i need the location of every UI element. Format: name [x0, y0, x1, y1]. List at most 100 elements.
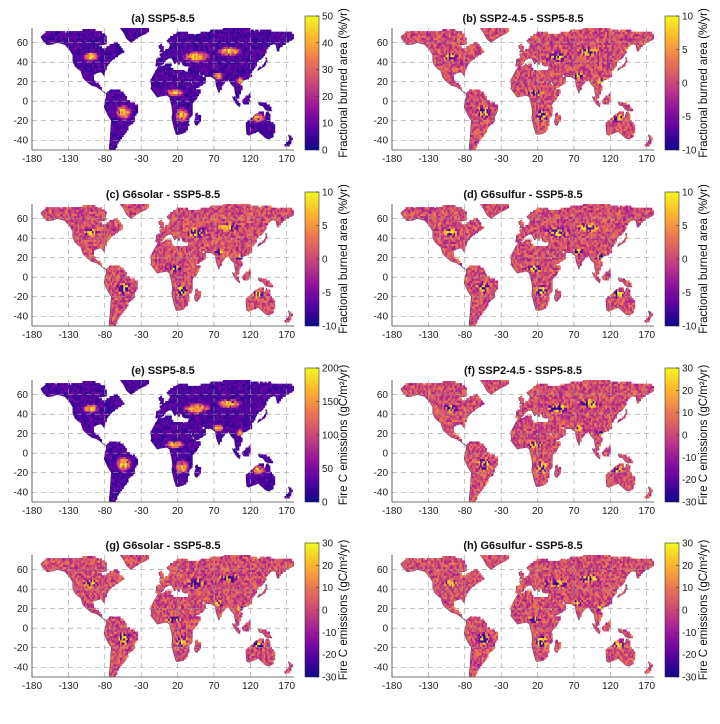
colorbar-tick-label: 30 [322, 65, 334, 76]
x-tick-label: -180 [22, 154, 42, 165]
colorbar-tick-label: 10 [682, 583, 694, 594]
y-tick-label: 60 [17, 390, 29, 401]
x-tick-label: -180 [382, 330, 402, 341]
x-tick-label: 70 [568, 681, 580, 692]
panel-title: (f) SSP2-4.5 - SSP5-8.5 [464, 365, 582, 377]
colorbar-label: Fractional burned area (%/yr) [698, 8, 710, 158]
y-tick-label: 60 [377, 565, 389, 576]
x-tick-label: 20 [172, 681, 184, 692]
y-tick-label: 40 [17, 58, 29, 69]
x-tick-label: -30 [494, 506, 509, 517]
x-tick-label: 120 [242, 681, 259, 692]
colorbar-tick-label: 40 [322, 38, 334, 49]
y-tick-label: 0 [22, 624, 28, 635]
panel-g: (g) G6solar - SSP5-8.5 -180 -130 -80 -30 20 70… [14, 539, 350, 693]
y-tick-label: -40 [14, 312, 29, 323]
x-tick-label: -130 [418, 681, 438, 692]
map-layer [400, 555, 654, 677]
x-tick-label: -30 [494, 154, 509, 165]
x-tick-label: -80 [98, 506, 113, 517]
y-tick-label: -40 [374, 488, 389, 499]
x-tick-label: 170 [638, 506, 655, 517]
colorbar-tick-label: -10 [682, 628, 697, 639]
x-tick-label: -130 [58, 506, 78, 517]
y-tick-label: 20 [377, 604, 389, 615]
x-tick-label: 170 [638, 330, 655, 341]
y-tick-label: 60 [17, 38, 29, 49]
colorbar-tick-label: 20 [322, 561, 334, 572]
colorbar-tick-label: 0 [682, 606, 688, 617]
y-tick-label: 40 [17, 410, 29, 421]
x-tick-label: 70 [568, 330, 580, 341]
colorbar-tick-label: 30 [682, 539, 694, 550]
panel-f: (f) SSP2-4.5 - SSP5-8.5 -180 -130 -80 -30 20 7… [374, 364, 710, 518]
y-tick-label: -40 [14, 136, 29, 147]
y-tick-label: 0 [22, 273, 28, 284]
x-tick-label: -30 [134, 506, 149, 517]
panel-e: (e) SSP5-8.5 -180 -130 -80 -30 20 70 120 170 60 40… [14, 364, 350, 518]
colorbar [304, 15, 320, 151]
x-tick-label: 170 [638, 154, 655, 165]
colorbar-tick-label: -5 [682, 112, 691, 123]
colorbar-tick-label: 10 [322, 119, 334, 130]
y-tick-label: -40 [14, 663, 29, 674]
x-tick-label: -80 [458, 681, 473, 692]
x-tick-label: 70 [568, 154, 580, 165]
colorbar-tick-label: 5 [682, 221, 688, 232]
x-tick-label: -30 [134, 330, 149, 341]
x-tick-label: -130 [418, 154, 438, 165]
colorbar-tick-label: -30 [682, 673, 697, 684]
x-tick-label: 120 [602, 681, 619, 692]
panel-b: (b) SSP2-4.5 - SSP5-8.5 -180 -130 -80 -30 20 7… [374, 8, 710, 165]
y-tick-label: -40 [374, 136, 389, 147]
colorbar-tick-label: -20 [322, 650, 337, 661]
x-tick-label: -80 [98, 330, 113, 341]
y-tick-label: 40 [377, 58, 389, 69]
colorbar-tick-label: 50 [322, 12, 334, 23]
colorbar-tick-label: 100 [322, 431, 339, 442]
x-tick-label: 20 [172, 154, 184, 165]
colorbar-label: Fire C emissions (gC/m²/yr) [338, 365, 350, 506]
y-tick-label: 60 [377, 38, 389, 49]
x-tick-label: 20 [532, 154, 544, 165]
x-tick-label: -130 [58, 154, 78, 165]
colorbar-label: Fractional burned area (%/yr) [698, 184, 710, 334]
colorbar-tick-label: -10 [682, 146, 697, 157]
colorbar-tick-label: 150 [322, 397, 339, 408]
map-layer [40, 555, 294, 677]
panel-a: (a) SSP5-8.5 -180 -130 -80 -30 20 70 120 170 60 40… [14, 8, 350, 165]
x-tick-label: -30 [494, 330, 509, 341]
colorbar-tick-label: 30 [322, 539, 334, 550]
map-layer [40, 380, 294, 502]
x-tick-label: 120 [242, 330, 259, 341]
x-tick-label: -180 [22, 681, 42, 692]
y-tick-label: 20 [377, 429, 389, 440]
x-tick-label: 70 [208, 330, 220, 341]
map-layer [400, 28, 654, 150]
y-tick-label: -20 [374, 116, 389, 127]
map-layer [40, 28, 294, 150]
y-tick-label: 40 [377, 585, 389, 596]
colorbar-tick-label: 0 [682, 79, 688, 90]
colorbar-tick-label: 10 [682, 408, 694, 419]
panel-title: (g) G6solar - SSP5-8.5 [106, 540, 221, 552]
y-tick-label: -20 [374, 643, 389, 654]
y-tick-label: -20 [14, 292, 29, 303]
x-tick-label: 170 [278, 681, 295, 692]
colorbar-label: Fire C emissions (gC/m²/yr) [698, 365, 710, 506]
panel-title: (h) G6sulfur - SSP5-8.5 [463, 540, 582, 552]
x-tick-label: 70 [568, 506, 580, 517]
y-tick-label: -40 [14, 488, 29, 499]
x-tick-label: -30 [134, 681, 149, 692]
y-tick-label: 40 [17, 585, 29, 596]
colorbar-tick-label: 50 [322, 464, 334, 475]
panel-h: (h) G6sulfur - SSP5-8.5 -180 -130 -80 -30 20 7… [374, 539, 710, 693]
panel-d: (d) G6sulfur - SSP5-8.5 -180 -130 -80 -30 20 7… [374, 184, 710, 341]
colorbar-label: Fire C emissions (gC/m²/yr) [698, 540, 710, 681]
y-tick-label: -40 [374, 312, 389, 323]
y-tick-label: 40 [377, 410, 389, 421]
colorbar-tick-label: 0 [682, 255, 688, 266]
colorbar-tick-label: 30 [682, 364, 694, 375]
x-tick-label: 70 [208, 681, 220, 692]
